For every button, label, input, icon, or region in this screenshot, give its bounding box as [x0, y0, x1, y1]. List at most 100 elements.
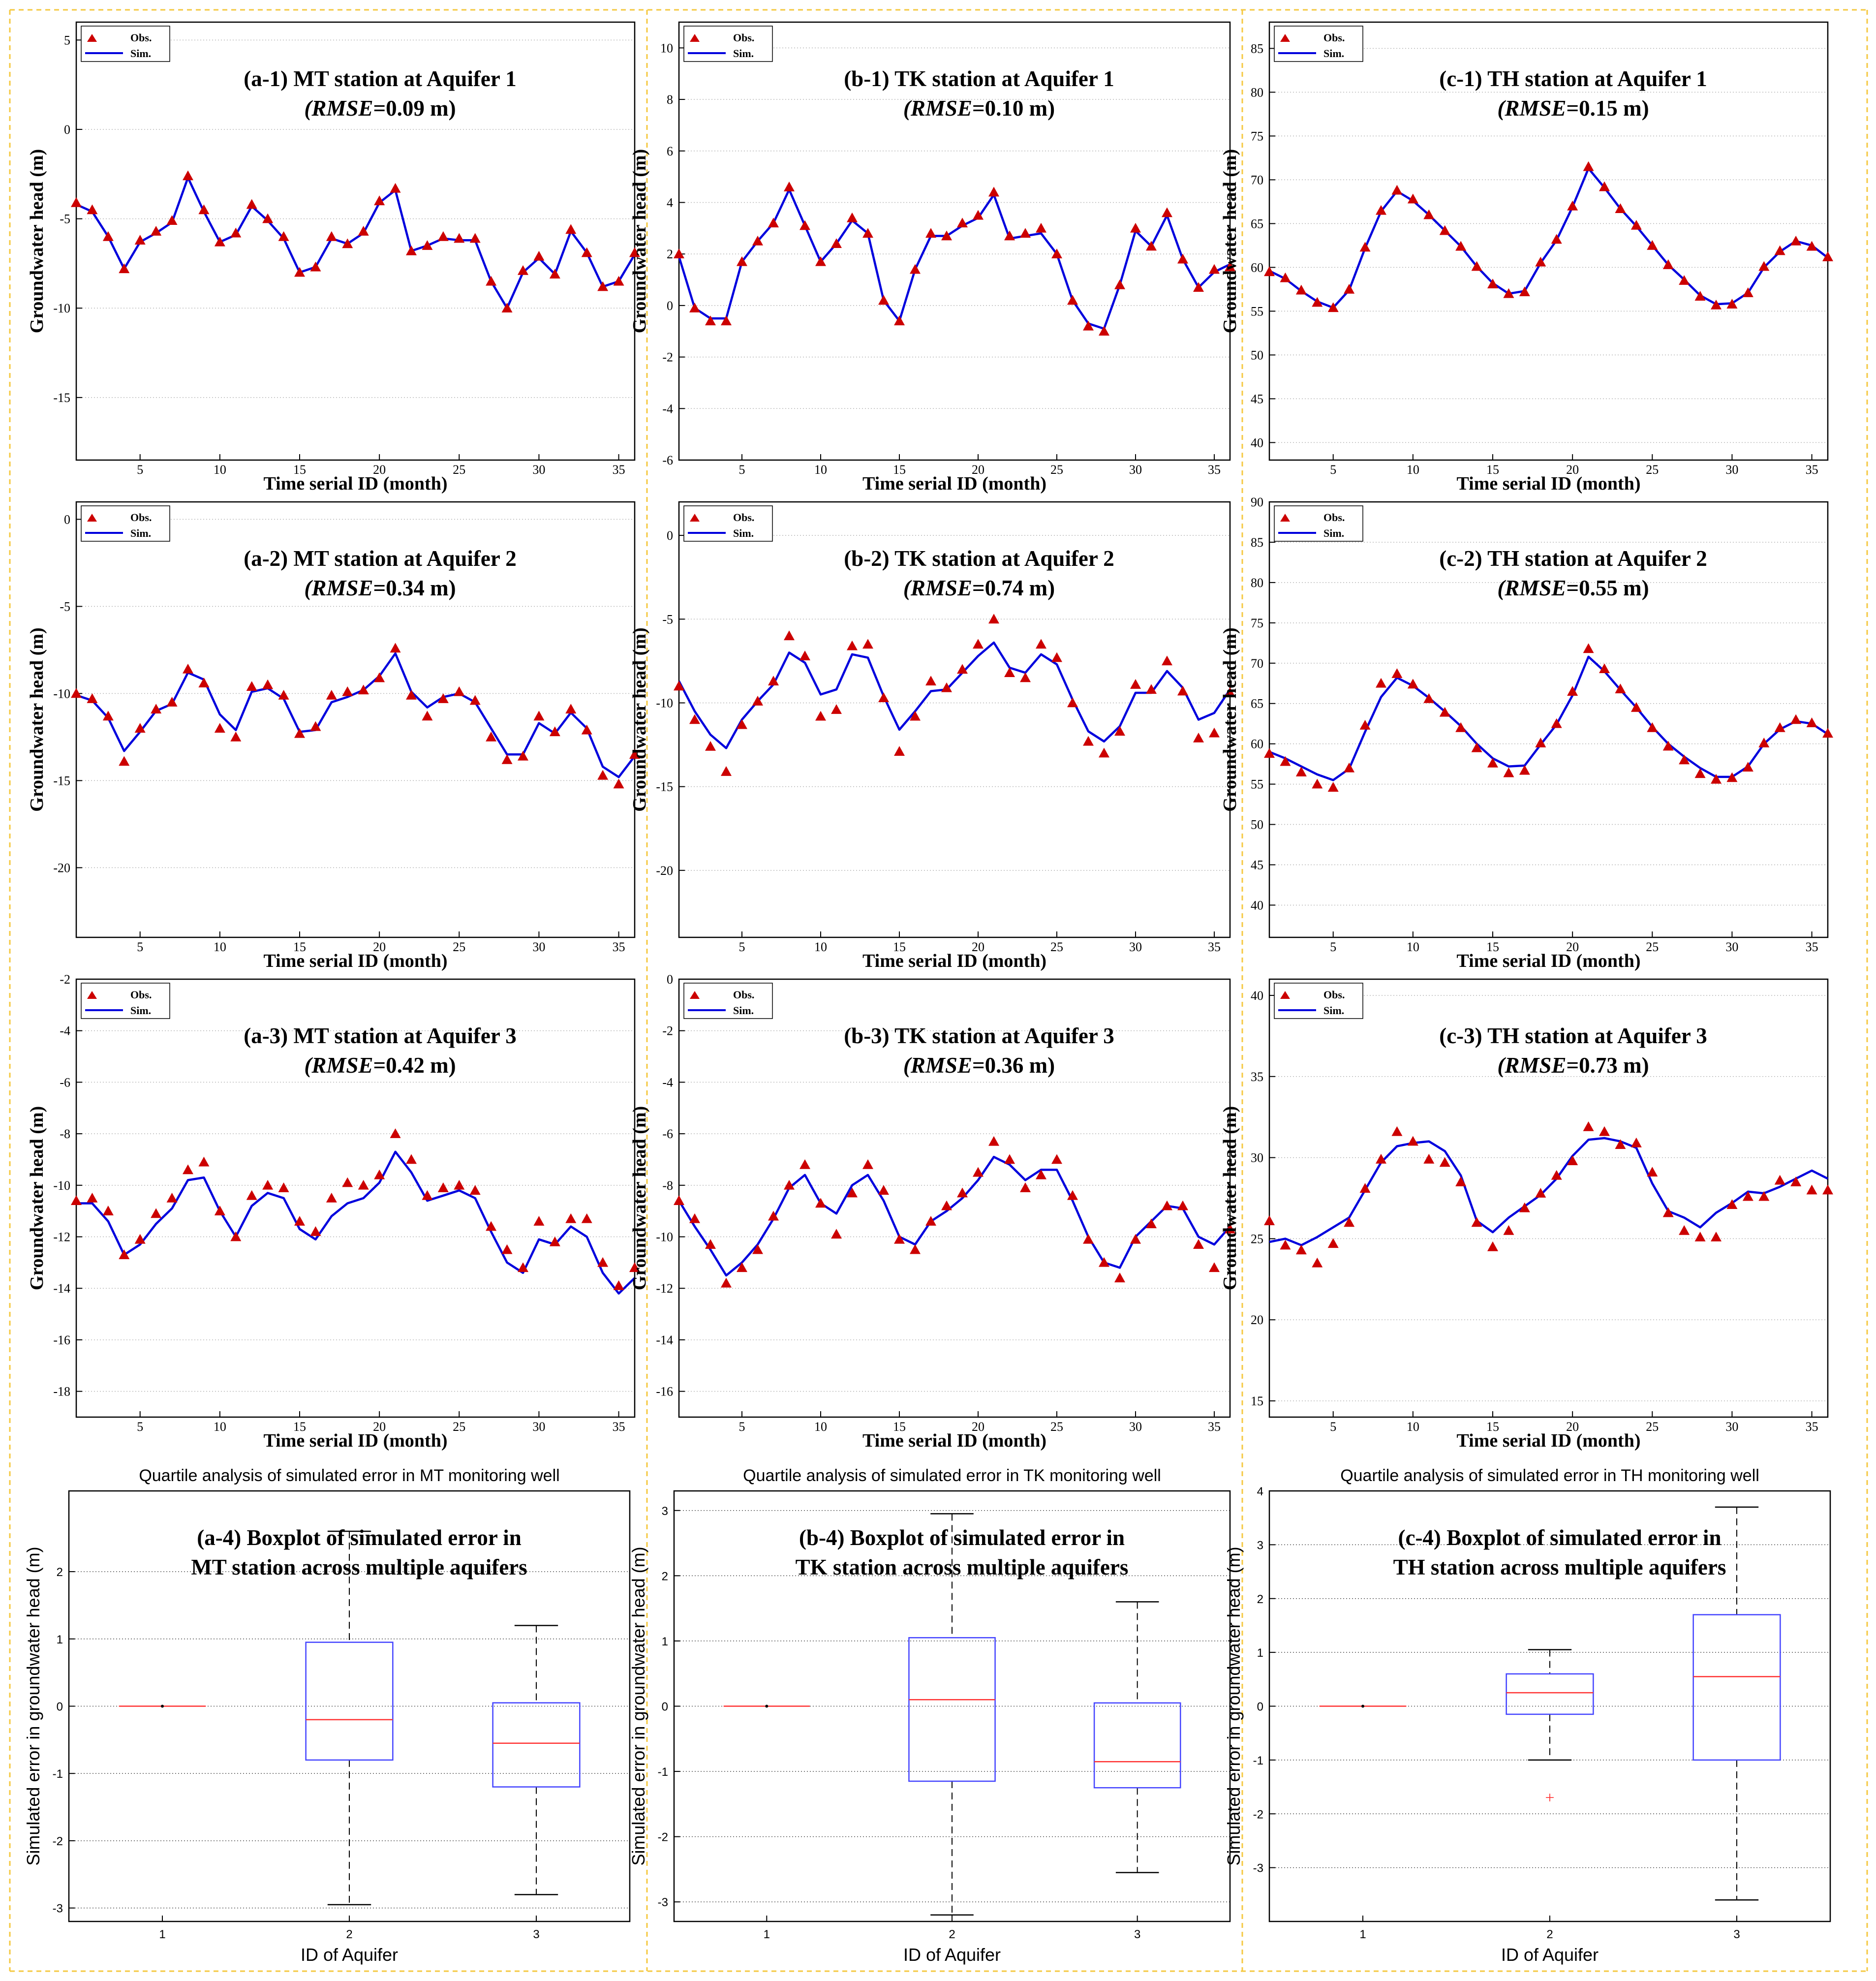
- obs-point: [1790, 236, 1802, 246]
- panel-title: (c-3) TH station at Aquifer 3: [1439, 1023, 1707, 1048]
- obs-point: [278, 1182, 289, 1192]
- obs-point: [1391, 668, 1403, 678]
- obs-point: [1758, 738, 1770, 747]
- legend-obs-label: Obs.: [130, 511, 152, 524]
- obs-point: [518, 1262, 528, 1272]
- obs-point: [847, 1187, 858, 1198]
- obs-point: [486, 1221, 497, 1231]
- rmse-value: =0.15 m: [1566, 96, 1641, 121]
- rmse-label: (RMSE=0.15 m): [1497, 96, 1649, 121]
- y-tick-label: 75: [1251, 129, 1263, 143]
- x-tick-label: 15: [1486, 463, 1499, 477]
- obs-point: [454, 686, 465, 696]
- x-tick-label: 10: [814, 940, 827, 954]
- obs-point: [815, 711, 826, 721]
- obs-point: [310, 721, 321, 731]
- legend-obs-label: Obs.: [733, 31, 754, 44]
- obs-point: [1146, 241, 1157, 251]
- rmse-suffix: ): [1047, 1053, 1055, 1078]
- y-tick-label: -2: [1253, 1808, 1263, 1821]
- y-tick-label: -16: [656, 1385, 673, 1399]
- x-tick-label: 10: [214, 463, 226, 477]
- obs-point: [134, 1234, 146, 1244]
- rmse-prefix: (RMSE: [304, 1053, 373, 1078]
- obs-point: [1806, 241, 1817, 251]
- plot-frame: [75, 21, 636, 461]
- rmse-prefix: (RMSE: [1497, 96, 1566, 121]
- y-tick-label: -1: [53, 1767, 63, 1781]
- obs-point: [988, 186, 999, 197]
- x-tick-label: 20: [373, 463, 386, 477]
- obs-point: [613, 276, 624, 286]
- iqr-box: [492, 1702, 581, 1788]
- obs-point: [1471, 261, 1482, 271]
- obs-point: [1376, 678, 1386, 688]
- obs-point: [988, 614, 999, 624]
- y-tick-label: 60: [1251, 260, 1263, 275]
- rmse-value: =0.36 m: [972, 1053, 1047, 1078]
- obs-point: [1630, 219, 1642, 230]
- y-tick-label: 1: [662, 1635, 668, 1648]
- obs-point: [1726, 299, 1738, 309]
- obs-point: [1004, 1154, 1015, 1164]
- y-tick-label: 20: [1251, 1313, 1263, 1327]
- legend-obs-marker: [690, 514, 700, 522]
- y-tick-label: -2: [662, 1024, 673, 1038]
- x-tick-label: 30: [1725, 463, 1738, 477]
- obs-point: [768, 676, 779, 686]
- obs-point: [358, 684, 369, 695]
- y-tick-label: -10: [53, 301, 70, 315]
- obs-point: [358, 226, 369, 236]
- x-tick-label: 20: [972, 1420, 984, 1434]
- x-tick-label: 10: [814, 1420, 827, 1434]
- obs-point: [166, 697, 178, 707]
- obs-point: [1130, 1234, 1141, 1244]
- obs-point: [549, 1237, 560, 1246]
- panel-title: (c-1) TH station at Aquifer 1: [1439, 66, 1707, 91]
- obs-point: [533, 250, 545, 261]
- rmse-label: (RMSE=0.10 m): [903, 96, 1055, 121]
- x-tick-label: 30: [1725, 940, 1738, 954]
- obs-point: [1758, 261, 1770, 271]
- y-tick-label: 2: [662, 1570, 668, 1583]
- obs-point: [1742, 1191, 1753, 1201]
- obs-point: [326, 1193, 337, 1203]
- obs-point: [1193, 282, 1204, 292]
- x-tick-label: 15: [893, 463, 906, 477]
- x-axis-title: Time serial ID (month): [264, 1430, 448, 1451]
- obs-point: [1535, 738, 1546, 747]
- obs-point: [1359, 242, 1371, 252]
- obs-point: [1726, 772, 1738, 782]
- obs-point: [262, 679, 274, 689]
- obs-point: [862, 1159, 873, 1169]
- obs-point: [862, 228, 873, 238]
- x-tick-label: 5: [137, 940, 143, 954]
- x-tick-label: 15: [1486, 940, 1499, 954]
- rmse-label: (RMSE=0.42 m): [304, 1053, 456, 1078]
- obs-point: [973, 210, 984, 220]
- obs-point: [1162, 207, 1172, 217]
- obs-point: [214, 723, 225, 733]
- legend-sim-label: Sim.: [733, 47, 754, 60]
- obs-point: [390, 183, 401, 193]
- obs-point: [1551, 1170, 1562, 1180]
- chart-b1: -6 -4 -2 0 2 4 6 8 10 5 10 15 20 25 30 35 Obs. Sim. (b-1) …: [629, 21, 1235, 494]
- obs-point: [1225, 687, 1235, 697]
- obs-point: [151, 226, 162, 236]
- y-tick-label: 90: [1251, 495, 1263, 509]
- obs-point: [1004, 667, 1015, 677]
- obs-point: [1439, 1157, 1450, 1167]
- obs-point: [422, 711, 433, 721]
- obs-point: [629, 247, 640, 257]
- obs-point: [1567, 200, 1578, 211]
- x-tick-label: 30: [1129, 1420, 1142, 1434]
- obs-point: [1193, 1239, 1204, 1249]
- panel-title-line2: MT station across multiple aquifers: [191, 1555, 527, 1579]
- x-tick-label: 3: [533, 1928, 539, 1941]
- y-tick-label: 10: [660, 41, 673, 55]
- x-tick-label: 15: [293, 940, 306, 954]
- obs-point: [1327, 782, 1339, 792]
- sim-series-line: [76, 176, 636, 310]
- iqr-box: [1093, 1702, 1181, 1789]
- obs-point: [1551, 234, 1562, 244]
